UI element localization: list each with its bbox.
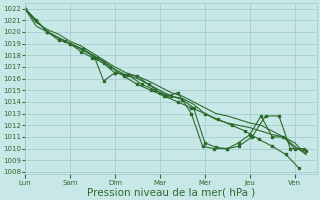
X-axis label: Pression niveau de la mer( hPa ): Pression niveau de la mer( hPa ): [87, 187, 255, 197]
